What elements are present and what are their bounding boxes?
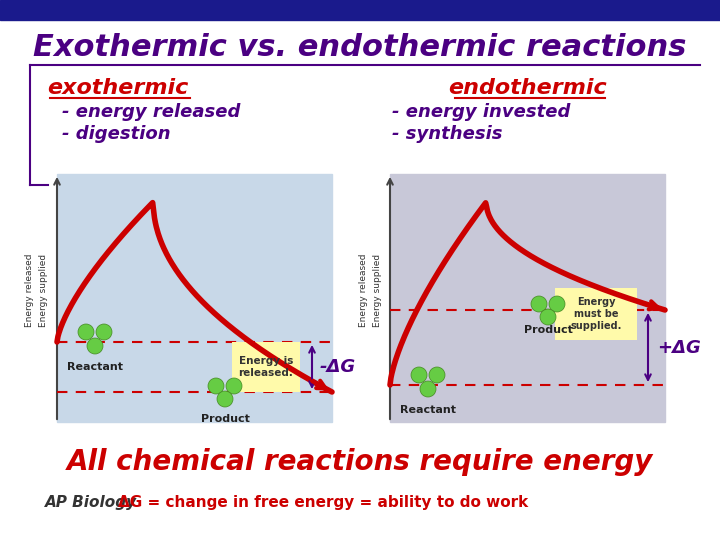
- Circle shape: [549, 296, 565, 312]
- Circle shape: [96, 324, 112, 340]
- Circle shape: [226, 378, 242, 394]
- Text: endothermic: endothermic: [449, 78, 608, 98]
- Text: Energy released: Energy released: [25, 253, 35, 327]
- Text: AP Biology: AP Biology: [45, 495, 137, 510]
- Text: Product: Product: [201, 414, 249, 424]
- Circle shape: [411, 367, 427, 383]
- Text: Energy supplied: Energy supplied: [372, 253, 382, 327]
- Text: Product: Product: [523, 325, 572, 335]
- Circle shape: [208, 378, 224, 394]
- Circle shape: [217, 391, 233, 407]
- Text: Energy supplied: Energy supplied: [40, 253, 48, 327]
- Bar: [232, 342, 300, 392]
- Text: All chemical reactions require energy: All chemical reactions require energy: [67, 448, 653, 476]
- Text: - digestion: - digestion: [62, 125, 171, 143]
- Circle shape: [429, 367, 445, 383]
- Text: -ΔG: -ΔG: [320, 358, 356, 376]
- Circle shape: [78, 324, 94, 340]
- Circle shape: [540, 309, 556, 325]
- Circle shape: [420, 381, 436, 397]
- Text: - synthesis: - synthesis: [392, 125, 503, 143]
- Text: Exothermic vs. endothermic reactions: Exothermic vs. endothermic reactions: [33, 33, 687, 63]
- Text: +ΔG: +ΔG: [657, 339, 701, 357]
- Text: Reactant: Reactant: [400, 405, 456, 415]
- Text: - energy released: - energy released: [62, 103, 240, 121]
- Text: - energy invested: - energy invested: [392, 103, 570, 121]
- Bar: [390, 174, 665, 422]
- Text: Energy
must be
supplied.: Energy must be supplied.: [570, 298, 621, 330]
- Bar: [0, 0, 720, 20]
- Text: Energy released: Energy released: [359, 253, 367, 327]
- Circle shape: [531, 296, 547, 312]
- Text: exothermic: exothermic: [48, 78, 189, 98]
- Circle shape: [87, 338, 103, 354]
- Bar: [57, 174, 332, 422]
- Text: Reactant: Reactant: [67, 362, 123, 372]
- Text: Energy is
released.: Energy is released.: [238, 356, 294, 378]
- Bar: [555, 288, 637, 340]
- Text: ΔG = change in free energy = ability to do work: ΔG = change in free energy = ability to …: [118, 495, 528, 510]
